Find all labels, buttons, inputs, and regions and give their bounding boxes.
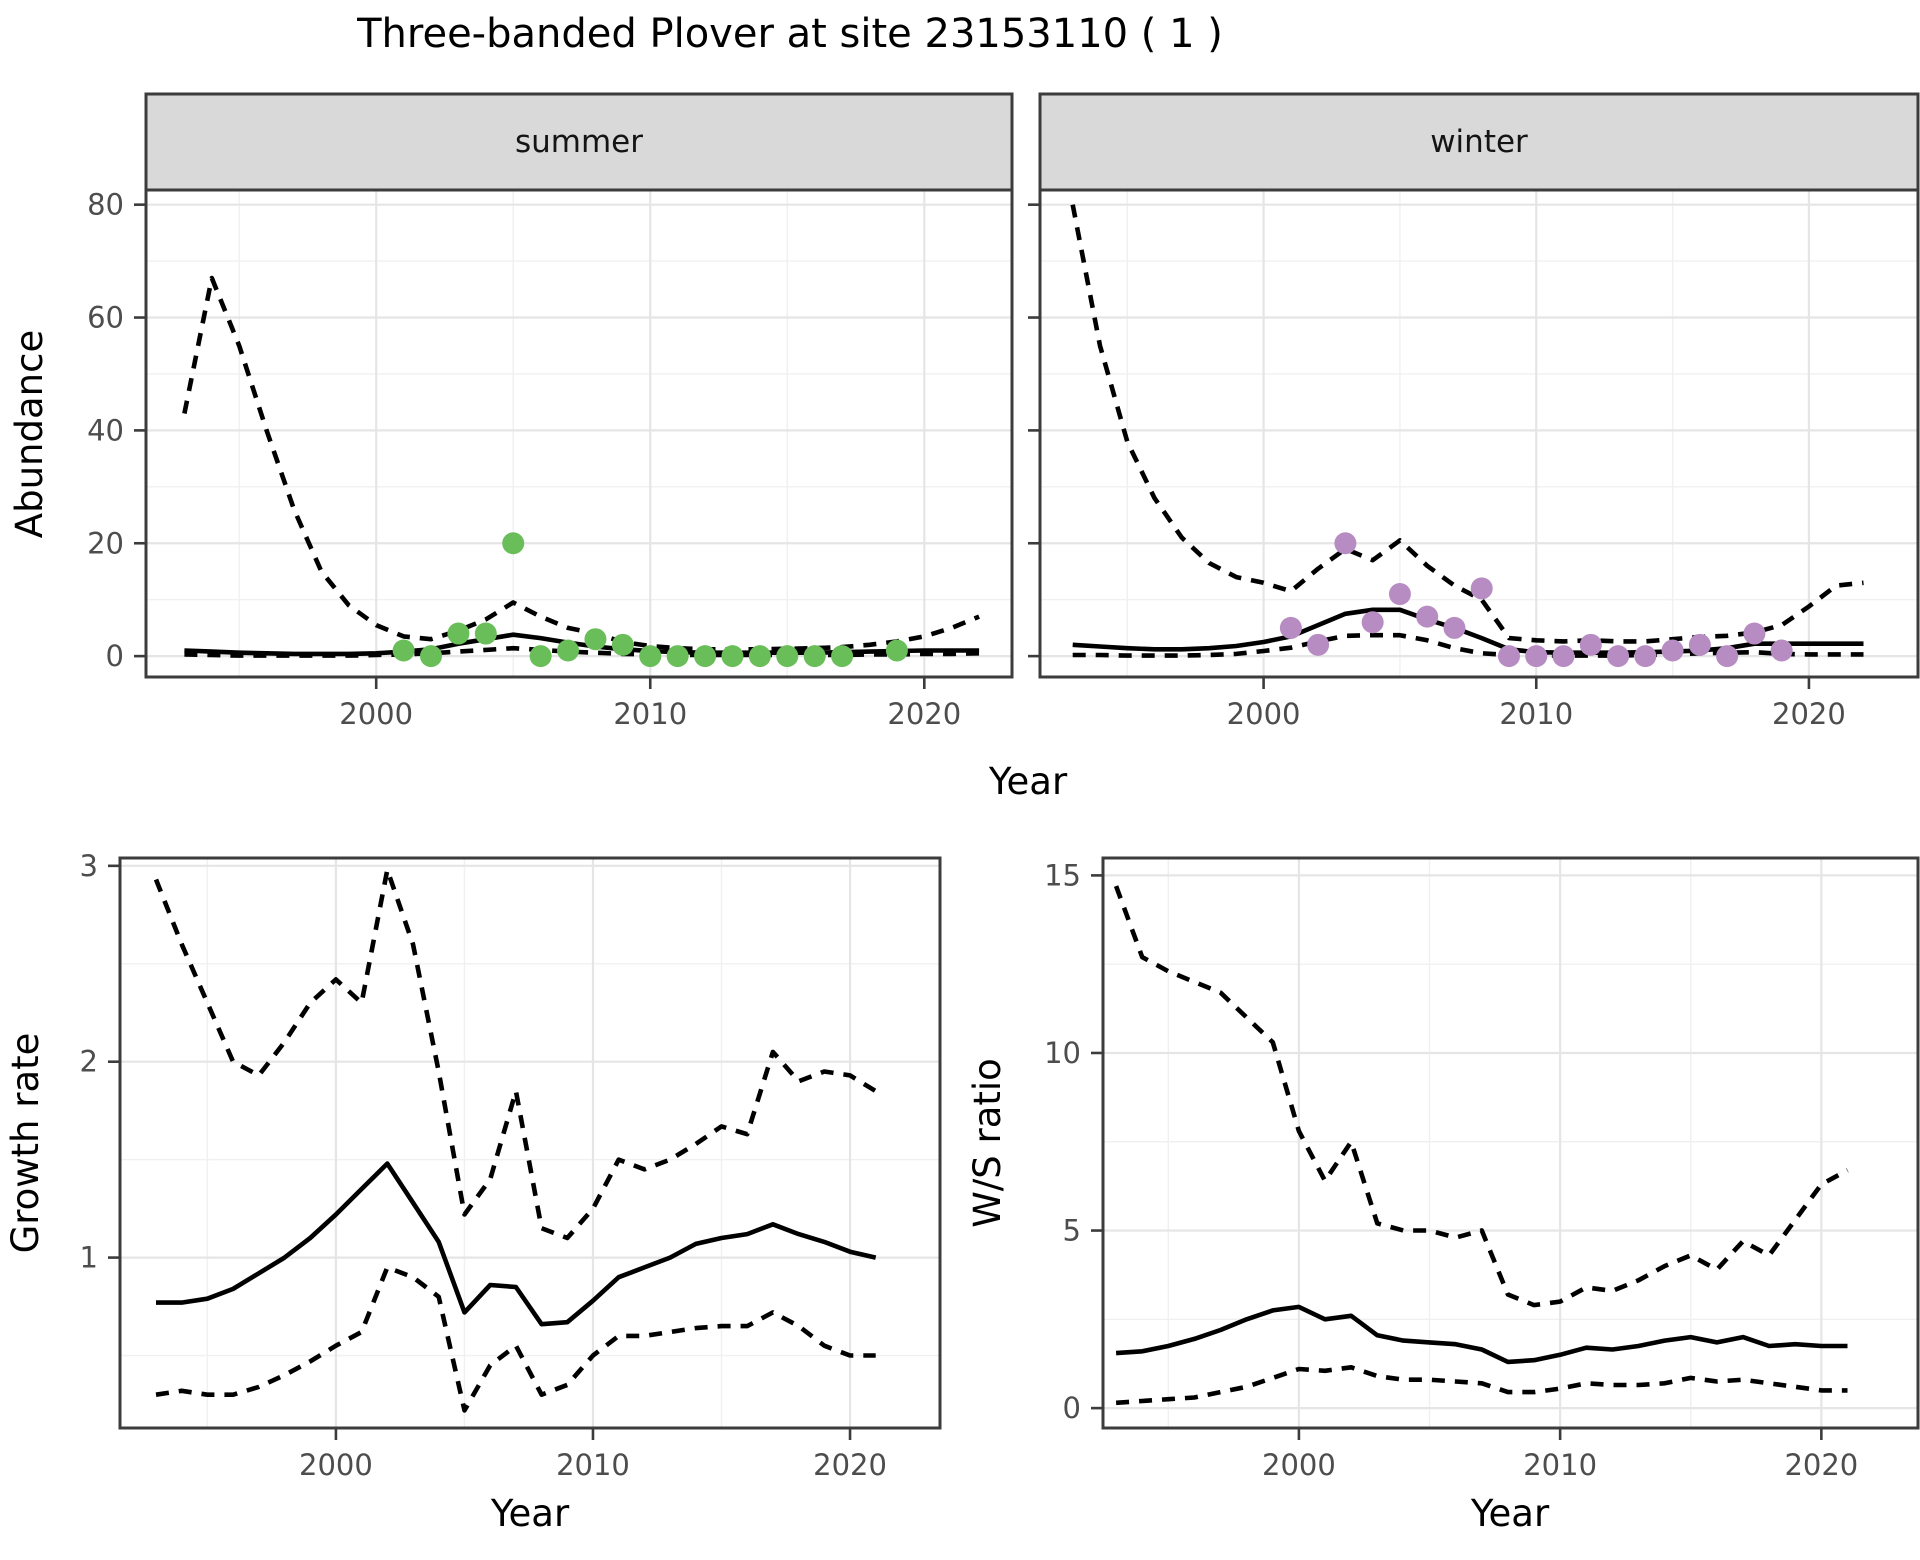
observed-point <box>392 639 415 662</box>
x-tick-label: 2000 <box>1262 1448 1336 1482</box>
observed-point <box>748 645 771 668</box>
y-tick-label: 40 <box>87 413 124 447</box>
panel-border <box>1101 856 1920 1430</box>
y-tick-label: 2 <box>80 1045 98 1079</box>
y-tick-label: 20 <box>87 526 124 560</box>
observed-point <box>1388 583 1411 606</box>
y-axis-title-ws-ratio: W/S ratio <box>966 1058 1009 1228</box>
y-axis-title-abundance: Abundance <box>8 330 51 538</box>
y-tick-label: 5 <box>1063 1214 1081 1248</box>
observed-point <box>721 645 744 668</box>
observed-point <box>1307 633 1330 656</box>
observed-point <box>474 622 497 645</box>
observed-point <box>1716 645 1739 668</box>
lower-ci-line <box>1115 1365 1848 1406</box>
y-tick-label: 15 <box>1044 858 1081 892</box>
observed-point <box>639 645 662 668</box>
upper-ci-line <box>1070 204 1864 644</box>
observed-point <box>1497 645 1520 668</box>
y-tick-label: 1 <box>80 1241 98 1275</box>
observed-point <box>611 633 634 656</box>
x-axis-title-year-ws: Year <box>1470 1492 1550 1535</box>
observed-point <box>694 645 717 668</box>
observed-point <box>1661 639 1684 662</box>
panel-background <box>1103 858 1918 1428</box>
x-tick-label: 2020 <box>813 1448 887 1482</box>
x-tick-label: 2020 <box>887 697 961 731</box>
panel-background <box>146 190 1012 677</box>
observed-point <box>666 645 689 668</box>
y-tick-label: 3 <box>80 849 98 883</box>
x-tick-label: 2010 <box>613 697 687 731</box>
observed-point <box>1416 605 1439 628</box>
estimate-line <box>1115 1304 1848 1365</box>
observed-point <box>420 645 443 668</box>
x-tick-label: 2000 <box>339 697 413 731</box>
x-tick-label: 2020 <box>1772 697 1846 731</box>
panel-growth-rate: 2000 2010 2020 1 2 3 <box>80 849 942 1482</box>
facet-strip-label-winter: winter <box>1430 124 1528 160</box>
observed-point <box>1770 639 1793 662</box>
observed-point <box>1525 645 1548 668</box>
observed-point <box>1579 633 1602 656</box>
facet-strip <box>1038 92 1920 192</box>
x-tick-label: 2010 <box>1499 697 1573 731</box>
observed-point <box>1334 532 1357 555</box>
y-tick-label: 60 <box>87 301 124 335</box>
y-tick-label: 80 <box>87 188 124 222</box>
x-axis-title-year-top: Year <box>988 760 1068 803</box>
observed-point <box>502 532 525 555</box>
facet-strip <box>144 92 1014 192</box>
panel-border <box>118 856 942 1430</box>
x-tick-label: 2010 <box>1523 1448 1597 1482</box>
lower-ci-line <box>1072 632 1864 658</box>
x-tick-label: 2000 <box>299 1448 373 1482</box>
observed-point <box>885 639 908 662</box>
observed-point <box>1361 611 1384 634</box>
panel-abundance-winter: 2000 2010 2020 <box>1028 92 1920 731</box>
observed-point <box>831 645 854 668</box>
estimate-line <box>156 1161 877 1327</box>
y-tick-label: 0 <box>106 639 124 673</box>
panel-ws-ratio: 2000 2010 2020 0 5 10 15 <box>1044 856 1920 1482</box>
x-tick-label: 2010 <box>556 1448 630 1482</box>
observed-point <box>584 628 607 651</box>
upper-ci-line <box>153 867 877 1241</box>
upper-ci-line <box>1113 885 1849 1308</box>
panel-background <box>1040 190 1918 677</box>
observed-point <box>1688 633 1711 656</box>
observed-point <box>529 645 552 668</box>
y-tick-label: 0 <box>1063 1391 1081 1425</box>
observed-point <box>447 622 470 645</box>
observed-point <box>1443 616 1466 639</box>
lower-ci-line <box>155 1265 876 1413</box>
observed-point <box>776 645 799 668</box>
observed-point <box>1607 645 1630 668</box>
observed-point <box>557 639 580 662</box>
x-axis-title-year-growth: Year <box>490 1492 570 1535</box>
observed-point <box>803 645 826 668</box>
panel-abundance-summer: 2000 2010 2020 0 20 40 60 80 <box>87 92 1014 731</box>
observed-point <box>1552 645 1575 668</box>
y-tick-label: 10 <box>1044 1036 1081 1070</box>
figure-title: Three-banded Plover at site 23153110 ( 1… <box>356 11 1223 57</box>
observed-point <box>1470 577 1493 600</box>
observed-point <box>1634 645 1657 668</box>
lower-ci-line <box>184 645 980 658</box>
x-tick-label: 2000 <box>1227 697 1301 731</box>
panel-background <box>120 858 940 1428</box>
observed-point <box>1279 616 1302 639</box>
y-axis-title-growth-rate: Growth rate <box>4 1033 47 1254</box>
x-tick-label: 2020 <box>1784 1448 1858 1482</box>
observed-point <box>1743 622 1766 645</box>
facet-strip-label-summer: summer <box>515 124 643 160</box>
